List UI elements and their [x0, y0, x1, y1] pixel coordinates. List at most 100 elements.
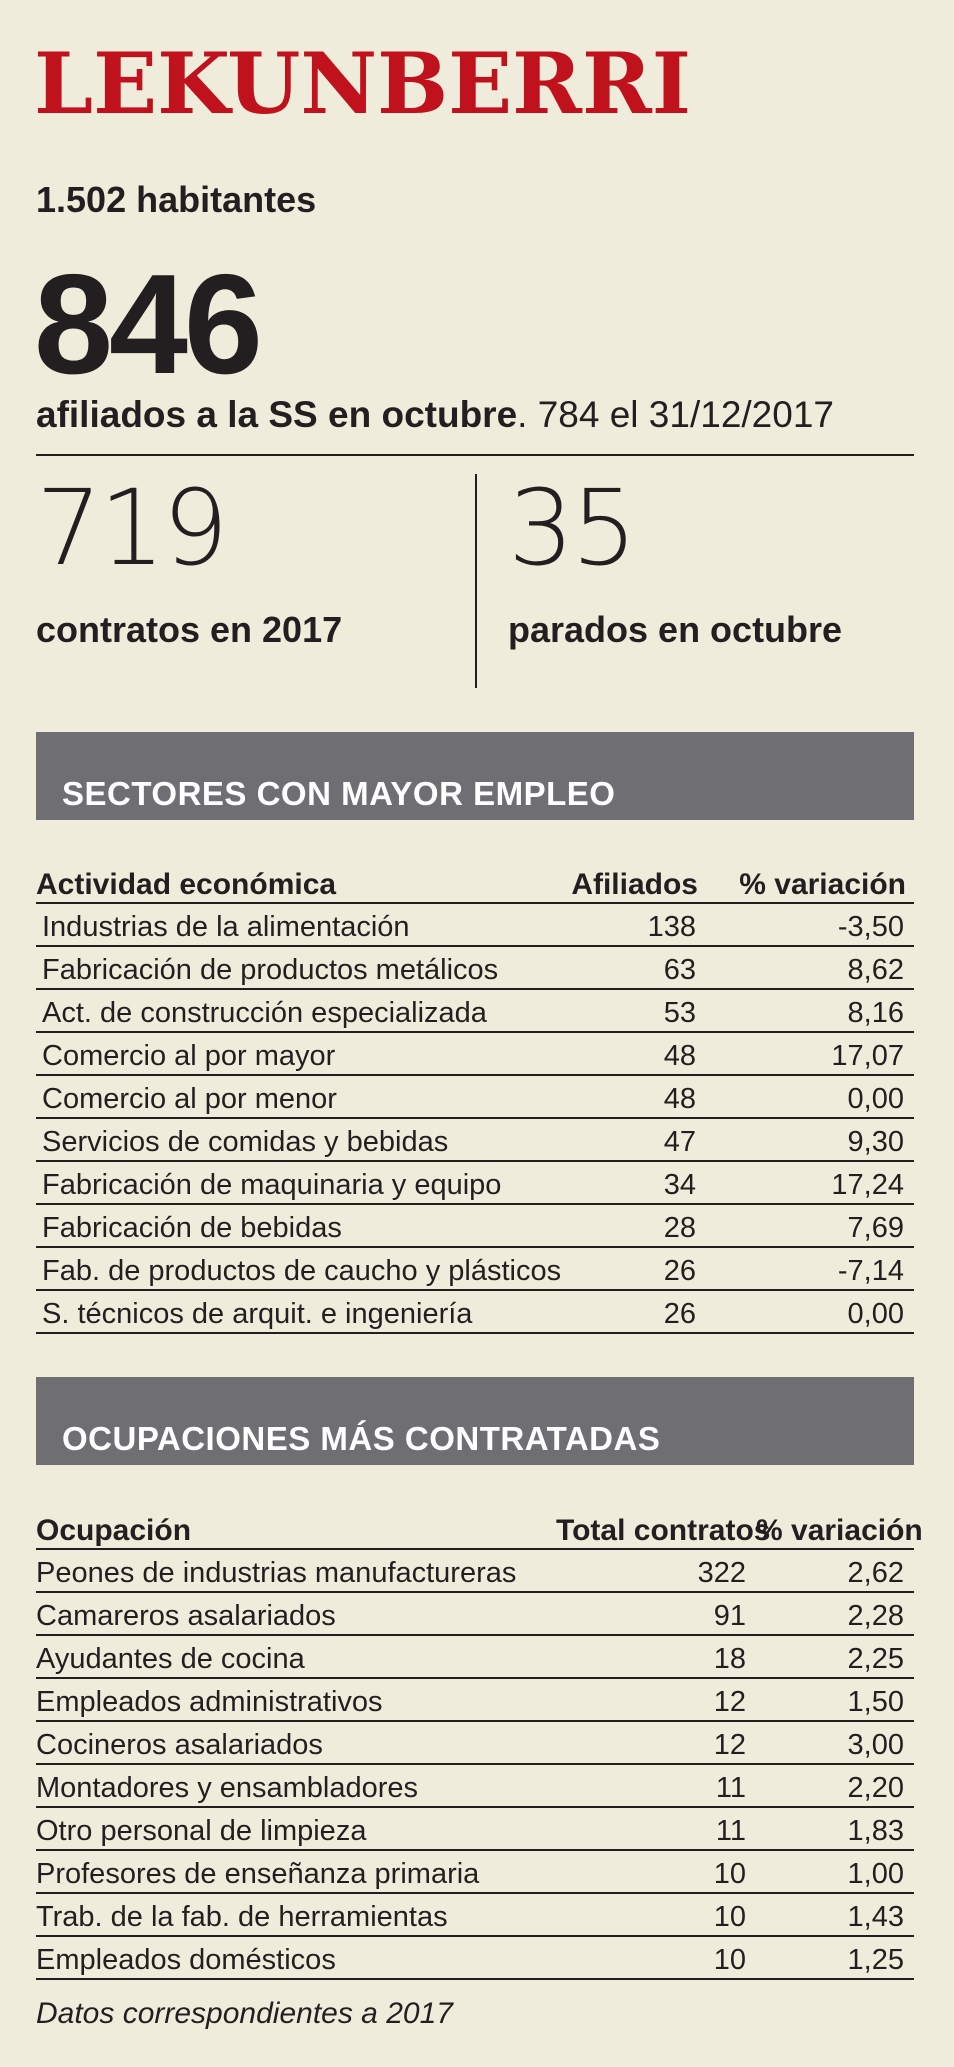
row-label: Cocineros asalariados	[36, 1721, 556, 1765]
table-row: Empleados domésticos 10 1,25	[36, 1936, 914, 1980]
parados-label: parados en octubre	[508, 609, 843, 650]
table-row: Fabricación de maquinaria y equipo 34 17,2…	[36, 1161, 914, 1205]
row-label: Profesores de enseñanza primaria	[36, 1850, 556, 1894]
table-row: Peones de industrias manufactureras 322 2,…	[36, 1549, 914, 1593]
contratos-label: contratos en 2017	[36, 609, 343, 650]
row-variation: 8,62	[706, 946, 914, 990]
row-variation: -3,50	[706, 903, 914, 947]
row-count: 28	[566, 1204, 706, 1248]
row-count: 91	[556, 1592, 756, 1636]
table-row: Trab. de la fab. de herramientas 10 1,43	[36, 1893, 914, 1937]
sectores-heading: SECTORES CON MAYOR EMPLEO	[62, 775, 616, 812]
row-variation: 1,50	[756, 1678, 914, 1722]
row-label: Fabricación de productos metálicos	[36, 946, 566, 990]
row-label: Comercio al por mayor	[36, 1032, 566, 1076]
row-count: 26	[566, 1247, 706, 1291]
row-variation: 3,00	[756, 1721, 914, 1765]
row-label: S. técnicos de arquit. e ingeniería	[36, 1290, 566, 1334]
row-variation: 2,20	[756, 1764, 914, 1808]
row-count: 10	[556, 1850, 756, 1894]
table-row: Otro personal de limpieza 11 1,83	[36, 1807, 914, 1851]
row-label: Industrias de la alimentación	[36, 903, 566, 947]
row-variation: -7,14	[706, 1247, 914, 1291]
table-row: Comercio al por mayor 48 17,07	[36, 1032, 914, 1076]
column-header: % variación	[756, 1508, 923, 1550]
row-count: 48	[566, 1075, 706, 1119]
vertical-divider	[475, 474, 477, 688]
row-count: 138	[566, 903, 706, 947]
table-row: Servicios de comidas y bebidas 47 9,30	[36, 1118, 914, 1162]
afiliados-label: afiliados a la SS en octubre. 784 el 31/…	[36, 392, 834, 438]
row-count: 53	[566, 989, 706, 1033]
ocupaciones-table: Ocupación Total contratos % variación Pe…	[36, 1508, 923, 1980]
row-label: Empleados domésticos	[36, 1936, 556, 1980]
row-variation: 0,00	[706, 1075, 914, 1119]
table-row: Fabricación de bebidas 28 7,69	[36, 1204, 914, 1248]
ocupaciones-banner: OCUPACIONES MÁS CONTRATADAS	[36, 1377, 914, 1465]
afiliados-label-bold: afiliados a la SS en octubre	[36, 394, 518, 435]
row-count: 10	[556, 1893, 756, 1937]
parados-number: 35	[508, 467, 637, 589]
table-row: Cocineros asalariados 12 3,00	[36, 1721, 914, 1765]
column-header: % variación	[706, 862, 914, 904]
row-count: 11	[556, 1764, 756, 1808]
row-variation: 2,28	[756, 1592, 914, 1636]
afiliados-number: 846	[34, 245, 263, 404]
row-count: 10	[556, 1936, 756, 1980]
row-label: Trab. de la fab. de herramientas	[36, 1893, 556, 1937]
table-header-row: Ocupación Total contratos % variación	[36, 1508, 923, 1550]
row-count: 12	[556, 1678, 756, 1722]
row-variation: 1,25	[756, 1936, 914, 1980]
sectores-table: Actividad económica Afiliados % variació…	[36, 862, 914, 1334]
footnote: Datos correspondientes a 2017	[36, 1997, 453, 2030]
row-count: 11	[556, 1807, 756, 1851]
contratos-number: 719	[36, 467, 229, 589]
table-row: Ayudantes de cocina 18 2,25	[36, 1635, 914, 1679]
row-count: 48	[566, 1032, 706, 1076]
column-header: Ocupación	[36, 1508, 556, 1550]
ocupaciones-heading: OCUPACIONES MÁS CONTRATADAS	[62, 1420, 661, 1457]
row-label: Camareros asalariados	[36, 1592, 556, 1636]
row-label: Fabricación de bebidas	[36, 1204, 566, 1248]
row-label: Peones de industrias manufactureras	[36, 1549, 556, 1593]
column-header: Actividad económica	[36, 862, 566, 904]
table-row: Industrias de la alimentación 138 -3,50	[36, 903, 914, 947]
population-label: 1.502 habitantes	[36, 179, 317, 220]
row-label: Fabricación de maquinaria y equipo	[36, 1161, 566, 1205]
row-label: Otro personal de limpieza	[36, 1807, 556, 1851]
table-row: Camareros asalariados 91 2,28	[36, 1592, 914, 1636]
table-header-row: Actividad económica Afiliados % variació…	[36, 862, 914, 904]
table-row: Fabricación de productos metálicos 63 8,62	[36, 946, 914, 990]
sectores-banner: SECTORES CON MAYOR EMPLEO	[36, 732, 914, 820]
row-variation: 8,16	[706, 989, 914, 1033]
row-label: Comercio al por menor	[36, 1075, 566, 1119]
afiliados-label-rest: . 784 el 31/12/2017	[517, 394, 834, 435]
row-label: Montadores y ensambladores	[36, 1764, 556, 1808]
row-count: 63	[566, 946, 706, 990]
row-variation: 17,07	[706, 1032, 914, 1076]
row-count: 34	[566, 1161, 706, 1205]
table-row: Profesores de enseñanza primaria 10 1,00	[36, 1850, 914, 1894]
row-variation: 17,24	[706, 1161, 914, 1205]
row-label: Act. de construcción especializada	[36, 989, 566, 1033]
row-label: Empleados administrativos	[36, 1678, 556, 1722]
row-variation: 9,30	[706, 1118, 914, 1162]
table-row: Empleados administrativos 12 1,50	[36, 1678, 914, 1722]
row-count: 26	[566, 1290, 706, 1334]
row-label: Fab. de productos de caucho y plásticos	[36, 1247, 566, 1291]
column-header: Afiliados	[566, 862, 706, 904]
row-count: 322	[556, 1549, 756, 1593]
table-row: S. técnicos de arquit. e ingeniería 26 0,0…	[36, 1290, 914, 1334]
row-variation: 2,62	[756, 1549, 914, 1593]
row-variation: 1,83	[756, 1807, 914, 1851]
table-row: Comercio al por menor 48 0,00	[36, 1075, 914, 1119]
row-variation: 0,00	[706, 1290, 914, 1334]
row-count: 18	[556, 1635, 756, 1679]
row-count: 12	[556, 1721, 756, 1765]
table-row: Act. de construcción especializada 53 8,16	[36, 989, 914, 1033]
divider	[36, 454, 914, 456]
row-variation: 1,43	[756, 1893, 914, 1937]
row-variation: 2,25	[756, 1635, 914, 1679]
page-title: LEKUNBERRI	[34, 34, 692, 133]
